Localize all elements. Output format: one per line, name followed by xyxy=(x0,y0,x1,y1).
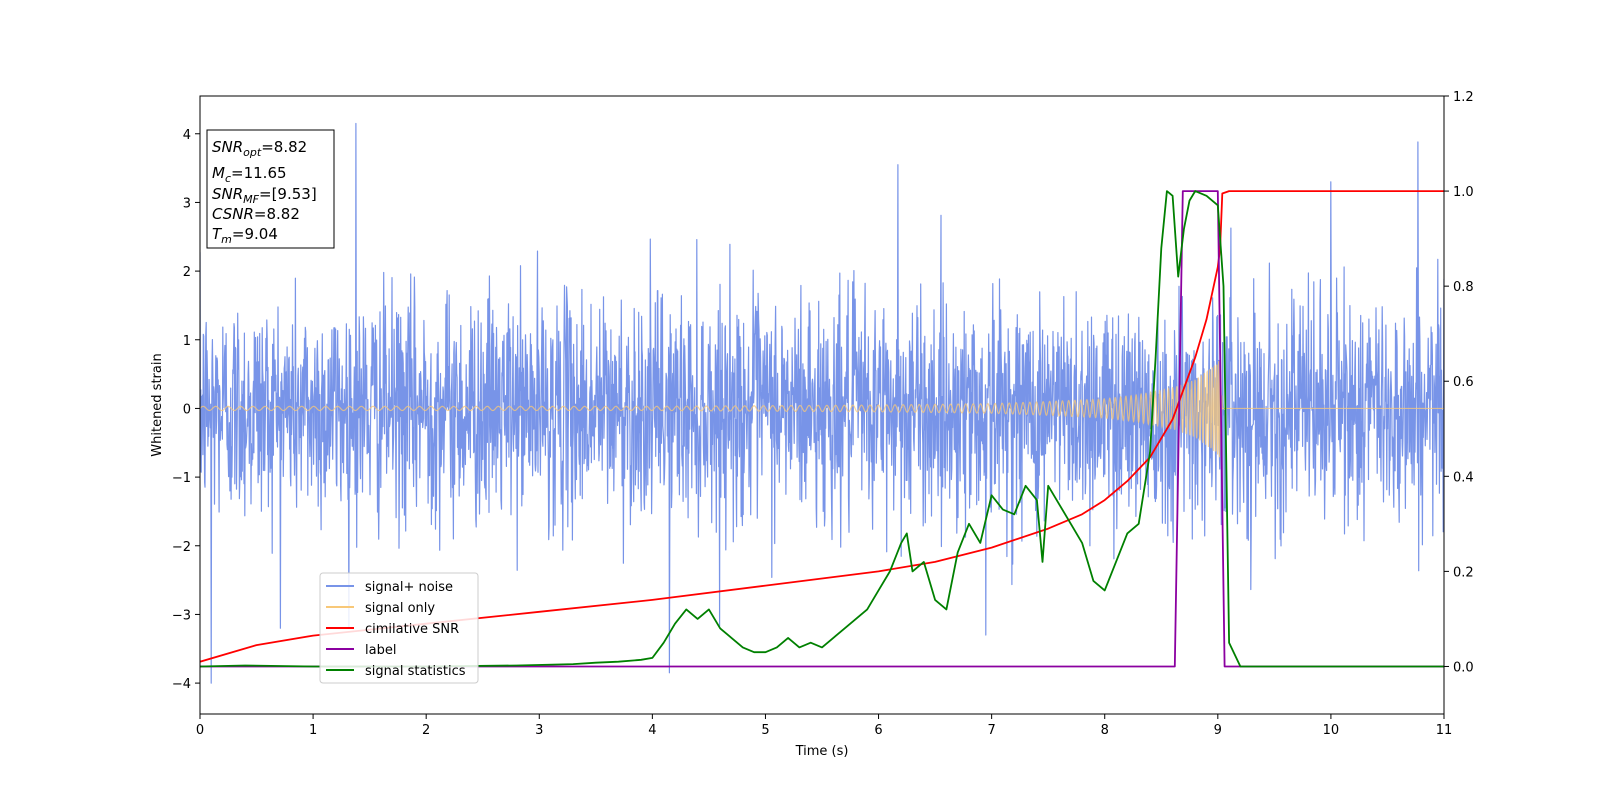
left-y-tick-label: 4 xyxy=(183,128,191,143)
legend-entry-label: signal statistics xyxy=(365,664,466,679)
right-y-tick-label: 1.0 xyxy=(1453,185,1474,200)
legend-frame xyxy=(319,572,479,684)
left-y-axis: −4 −3 −2 −1 0 1 2 3 4 xyxy=(172,128,200,692)
left-y-tick-label: −1 xyxy=(172,471,191,486)
right-y-tick-label: 0.4 xyxy=(1453,470,1474,485)
series-signal-only xyxy=(200,361,1444,458)
right-y-tick-label: 1.2 xyxy=(1453,90,1474,105)
stats-box-row: CSNR=8.82 xyxy=(212,205,300,223)
left-y-tick-label: 0 xyxy=(183,402,191,417)
x-tick-label: 0 xyxy=(196,723,204,738)
x-tick-label: 11 xyxy=(1436,723,1453,738)
stats-box: SNRopt=8.82 Mc=11.65SNRMF=[9.53]CSNR=8.82… xyxy=(206,129,335,249)
x-tick-label: 8 xyxy=(1101,723,1109,738)
x-tick-label: 10 xyxy=(1323,723,1340,738)
x-tick-label: 9 xyxy=(1214,723,1222,738)
x-axis-label: Time (s) xyxy=(795,744,849,759)
legend-entry-label: label xyxy=(365,643,396,658)
x-tick-label: 2 xyxy=(422,723,430,738)
left-y-tick-label: 1 xyxy=(183,334,191,349)
left-y-tick-label: −2 xyxy=(172,540,191,555)
stats-box-row: SNRopt=8.82 xyxy=(212,138,307,159)
plot-frame xyxy=(199,95,1445,715)
stats-box-row: SNRMF=[9.53] xyxy=(212,185,317,206)
x-tick-label: 3 xyxy=(535,723,543,738)
x-tick-label: 6 xyxy=(874,723,882,738)
right-y-tick-label: 0.6 xyxy=(1453,375,1474,390)
series-layer xyxy=(200,122,1444,684)
right-y-tick-label: 0.2 xyxy=(1453,565,1474,580)
right-y-tick-label: 0.8 xyxy=(1453,280,1474,295)
right-y-tick-label: 0.0 xyxy=(1453,660,1474,675)
legend-entry-label: signal+ noise xyxy=(365,580,453,595)
stats-box-row: Tm=9.04 xyxy=(212,225,278,246)
x-tick-label: 7 xyxy=(987,723,995,738)
series-signal-noise xyxy=(200,122,1444,684)
series-signal-statistics xyxy=(200,190,1444,668)
left-y-tick-label: 3 xyxy=(183,196,191,211)
x-tick-label: 1 xyxy=(309,723,317,738)
legend-entry-label: signal only xyxy=(365,601,435,616)
left-y-tick-label: −3 xyxy=(172,608,191,623)
x-tick-label: 4 xyxy=(648,723,656,738)
left-y-tick-label: 2 xyxy=(183,265,191,280)
x-tick-label: 5 xyxy=(761,723,769,738)
stats-box-row: Mc=11.65 xyxy=(212,164,287,185)
right-y-axis: 0.0 0.2 0.4 0.6 0.8 1.0 1.2 xyxy=(1444,90,1474,675)
left-y-tick-label: −4 xyxy=(172,677,191,692)
stats-box-frame xyxy=(206,129,335,249)
legend: signal+ noise signal only cimilative SNR la… xyxy=(319,572,479,684)
y-axis-label: Whitened strain xyxy=(150,353,165,456)
legend-entry-label: cimilative SNR xyxy=(365,622,459,637)
x-axis: 0 1 2 3 4 5 6 7 8 9 10 11 xyxy=(196,714,1452,738)
